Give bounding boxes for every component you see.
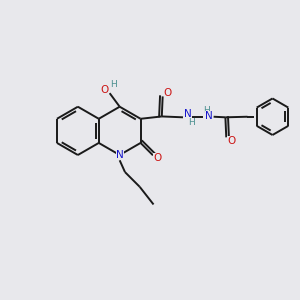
Text: H: H [188, 118, 195, 127]
Text: N: N [116, 150, 124, 160]
Text: H: H [203, 106, 210, 115]
Text: O: O [101, 85, 109, 95]
Text: O: O [154, 153, 162, 163]
Text: H: H [110, 80, 117, 89]
Text: O: O [164, 88, 172, 98]
Text: N: N [184, 110, 192, 119]
Text: N: N [205, 111, 213, 121]
Text: O: O [227, 136, 236, 146]
